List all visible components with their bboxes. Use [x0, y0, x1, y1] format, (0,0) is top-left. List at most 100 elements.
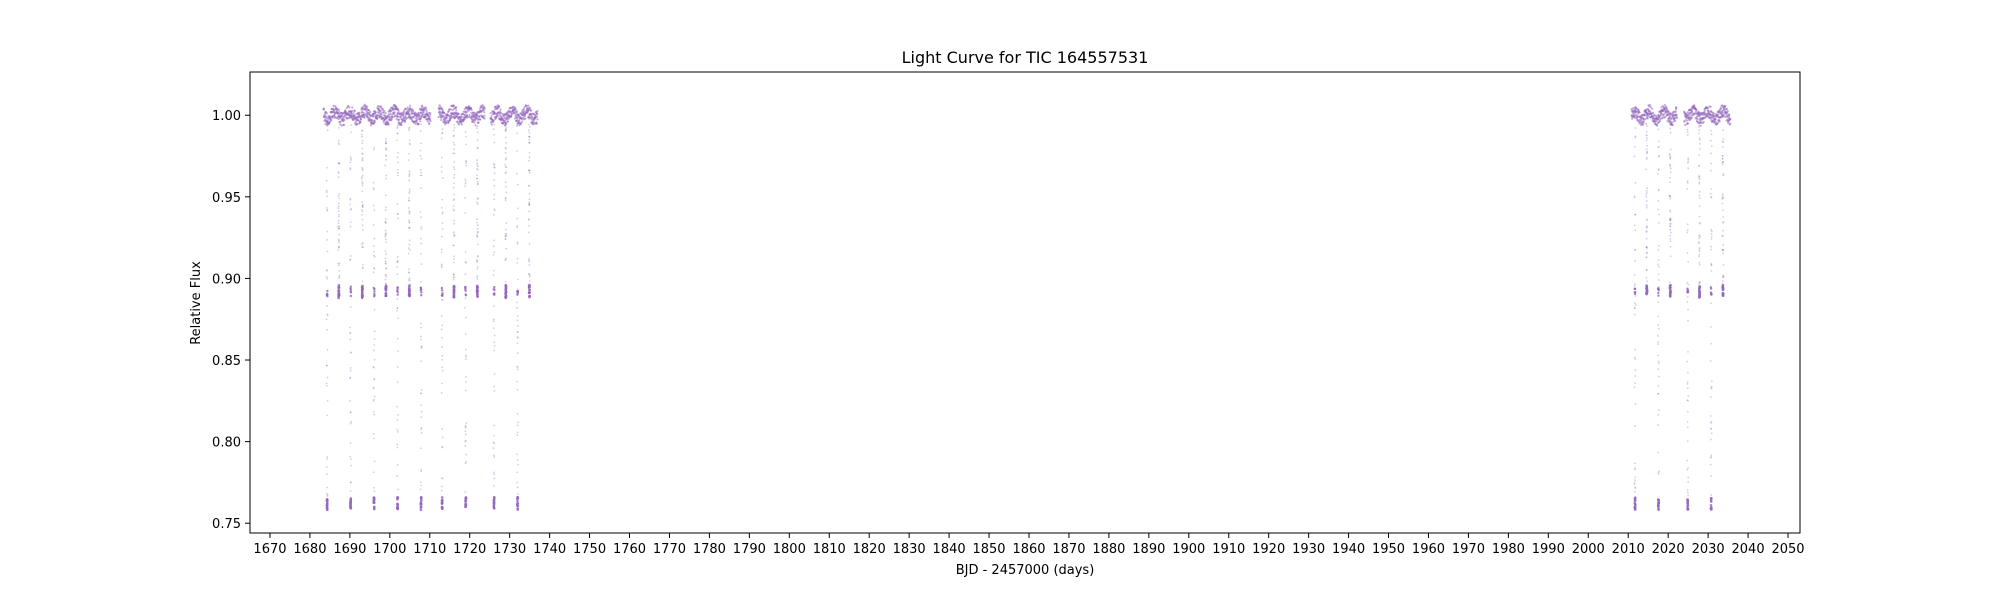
data-point: [1632, 107, 1635, 110]
data-point: [395, 118, 398, 121]
x-tick-label: 1990: [1532, 542, 1565, 557]
data-point: [1726, 110, 1729, 113]
data-point: [464, 358, 467, 361]
data-point: [528, 156, 531, 159]
data-point: [385, 158, 388, 161]
data-point: [338, 228, 340, 230]
data-point: [326, 399, 329, 402]
data-point: [1722, 216, 1725, 218]
data-point: [361, 135, 363, 138]
data-point: [1698, 164, 1701, 167]
data-point: [1657, 248, 1660, 251]
data-point: [1646, 117, 1649, 120]
data-point: [419, 447, 422, 450]
data-point: [1669, 163, 1671, 166]
data-point: [441, 132, 443, 135]
data-point: [493, 209, 496, 212]
data-point: [1722, 196, 1725, 199]
data-point: [372, 122, 375, 125]
data-point: [1688, 115, 1691, 119]
data-point: [325, 117, 328, 120]
y-tick-label: 1.00: [212, 109, 241, 124]
data-point: [349, 161, 352, 164]
data-point: [1645, 276, 1648, 279]
data-point: [1710, 263, 1713, 266]
data-point: [1633, 499, 1637, 502]
data-point: [1658, 375, 1660, 378]
data-point: [527, 184, 530, 187]
data-point: [1658, 470, 1660, 472]
data-point: [350, 351, 352, 354]
data-point: [361, 263, 364, 266]
data-point: [1695, 115, 1698, 118]
data-point: [1710, 230, 1713, 233]
data-point: [373, 486, 375, 489]
data-point: [452, 165, 455, 168]
data-point: [1645, 204, 1648, 207]
data-point: [516, 117, 519, 120]
data-point: [513, 111, 516, 114]
data-point: [337, 126, 340, 129]
data-point: [397, 120, 399, 122]
data-point: [1698, 235, 1701, 237]
data-point: [516, 242, 519, 245]
data-point: [464, 251, 467, 253]
data-point: [396, 260, 399, 263]
data-point: [407, 279, 410, 281]
data-point: [505, 222, 508, 225]
data-point: [361, 280, 364, 283]
data-point: [477, 121, 480, 124]
data-point: [386, 121, 390, 124]
data-point: [1646, 114, 1650, 118]
data-point: [1669, 288, 1672, 292]
data-point: [396, 418, 399, 421]
data-point: [1710, 235, 1713, 238]
data-point: [396, 156, 399, 159]
data-point: [504, 235, 507, 238]
data-point: [396, 126, 399, 128]
data-point: [422, 111, 425, 114]
data-point: [441, 446, 444, 449]
data-point: [419, 149, 422, 152]
data-point: [372, 271, 375, 274]
data-point: [1710, 195, 1713, 198]
data-point: [372, 250, 375, 253]
data-point: [1657, 273, 1660, 276]
data-point: [408, 199, 410, 202]
data-point: [1634, 369, 1637, 372]
data-point: [326, 493, 329, 496]
data-point: [1657, 334, 1659, 337]
data-point: [1710, 427, 1713, 430]
data-point: [361, 152, 363, 155]
data-point: [476, 165, 479, 168]
data-point: [1722, 174, 1725, 177]
data-point: [1633, 195, 1636, 198]
data-point: [326, 305, 328, 307]
data-point: [420, 404, 422, 407]
data-point: [476, 260, 479, 262]
data-point: [1634, 348, 1637, 351]
data-point: [380, 113, 383, 117]
data-point: [441, 212, 444, 215]
plot-area-frame: [249, 71, 1801, 534]
data-point: [476, 218, 479, 221]
x-tick-label: 1750: [573, 542, 606, 557]
data-point: [326, 495, 329, 497]
data-point: [1699, 148, 1701, 150]
data-point: [1721, 202, 1724, 205]
data-point: [516, 507, 519, 510]
x-tick-label: 1820: [853, 542, 886, 557]
data-point: [372, 181, 375, 184]
data-point: [478, 115, 481, 118]
data-point: [493, 477, 496, 480]
data-point: [338, 163, 341, 165]
data-point: [337, 142, 340, 145]
data-point: [1657, 414, 1660, 416]
data-point: [528, 289, 531, 292]
data-point: [361, 169, 364, 172]
data-point: [326, 277, 329, 280]
data-point: [453, 168, 456, 171]
data-point: [493, 133, 496, 136]
data-point: [1657, 155, 1660, 158]
data-point: [1721, 111, 1724, 114]
